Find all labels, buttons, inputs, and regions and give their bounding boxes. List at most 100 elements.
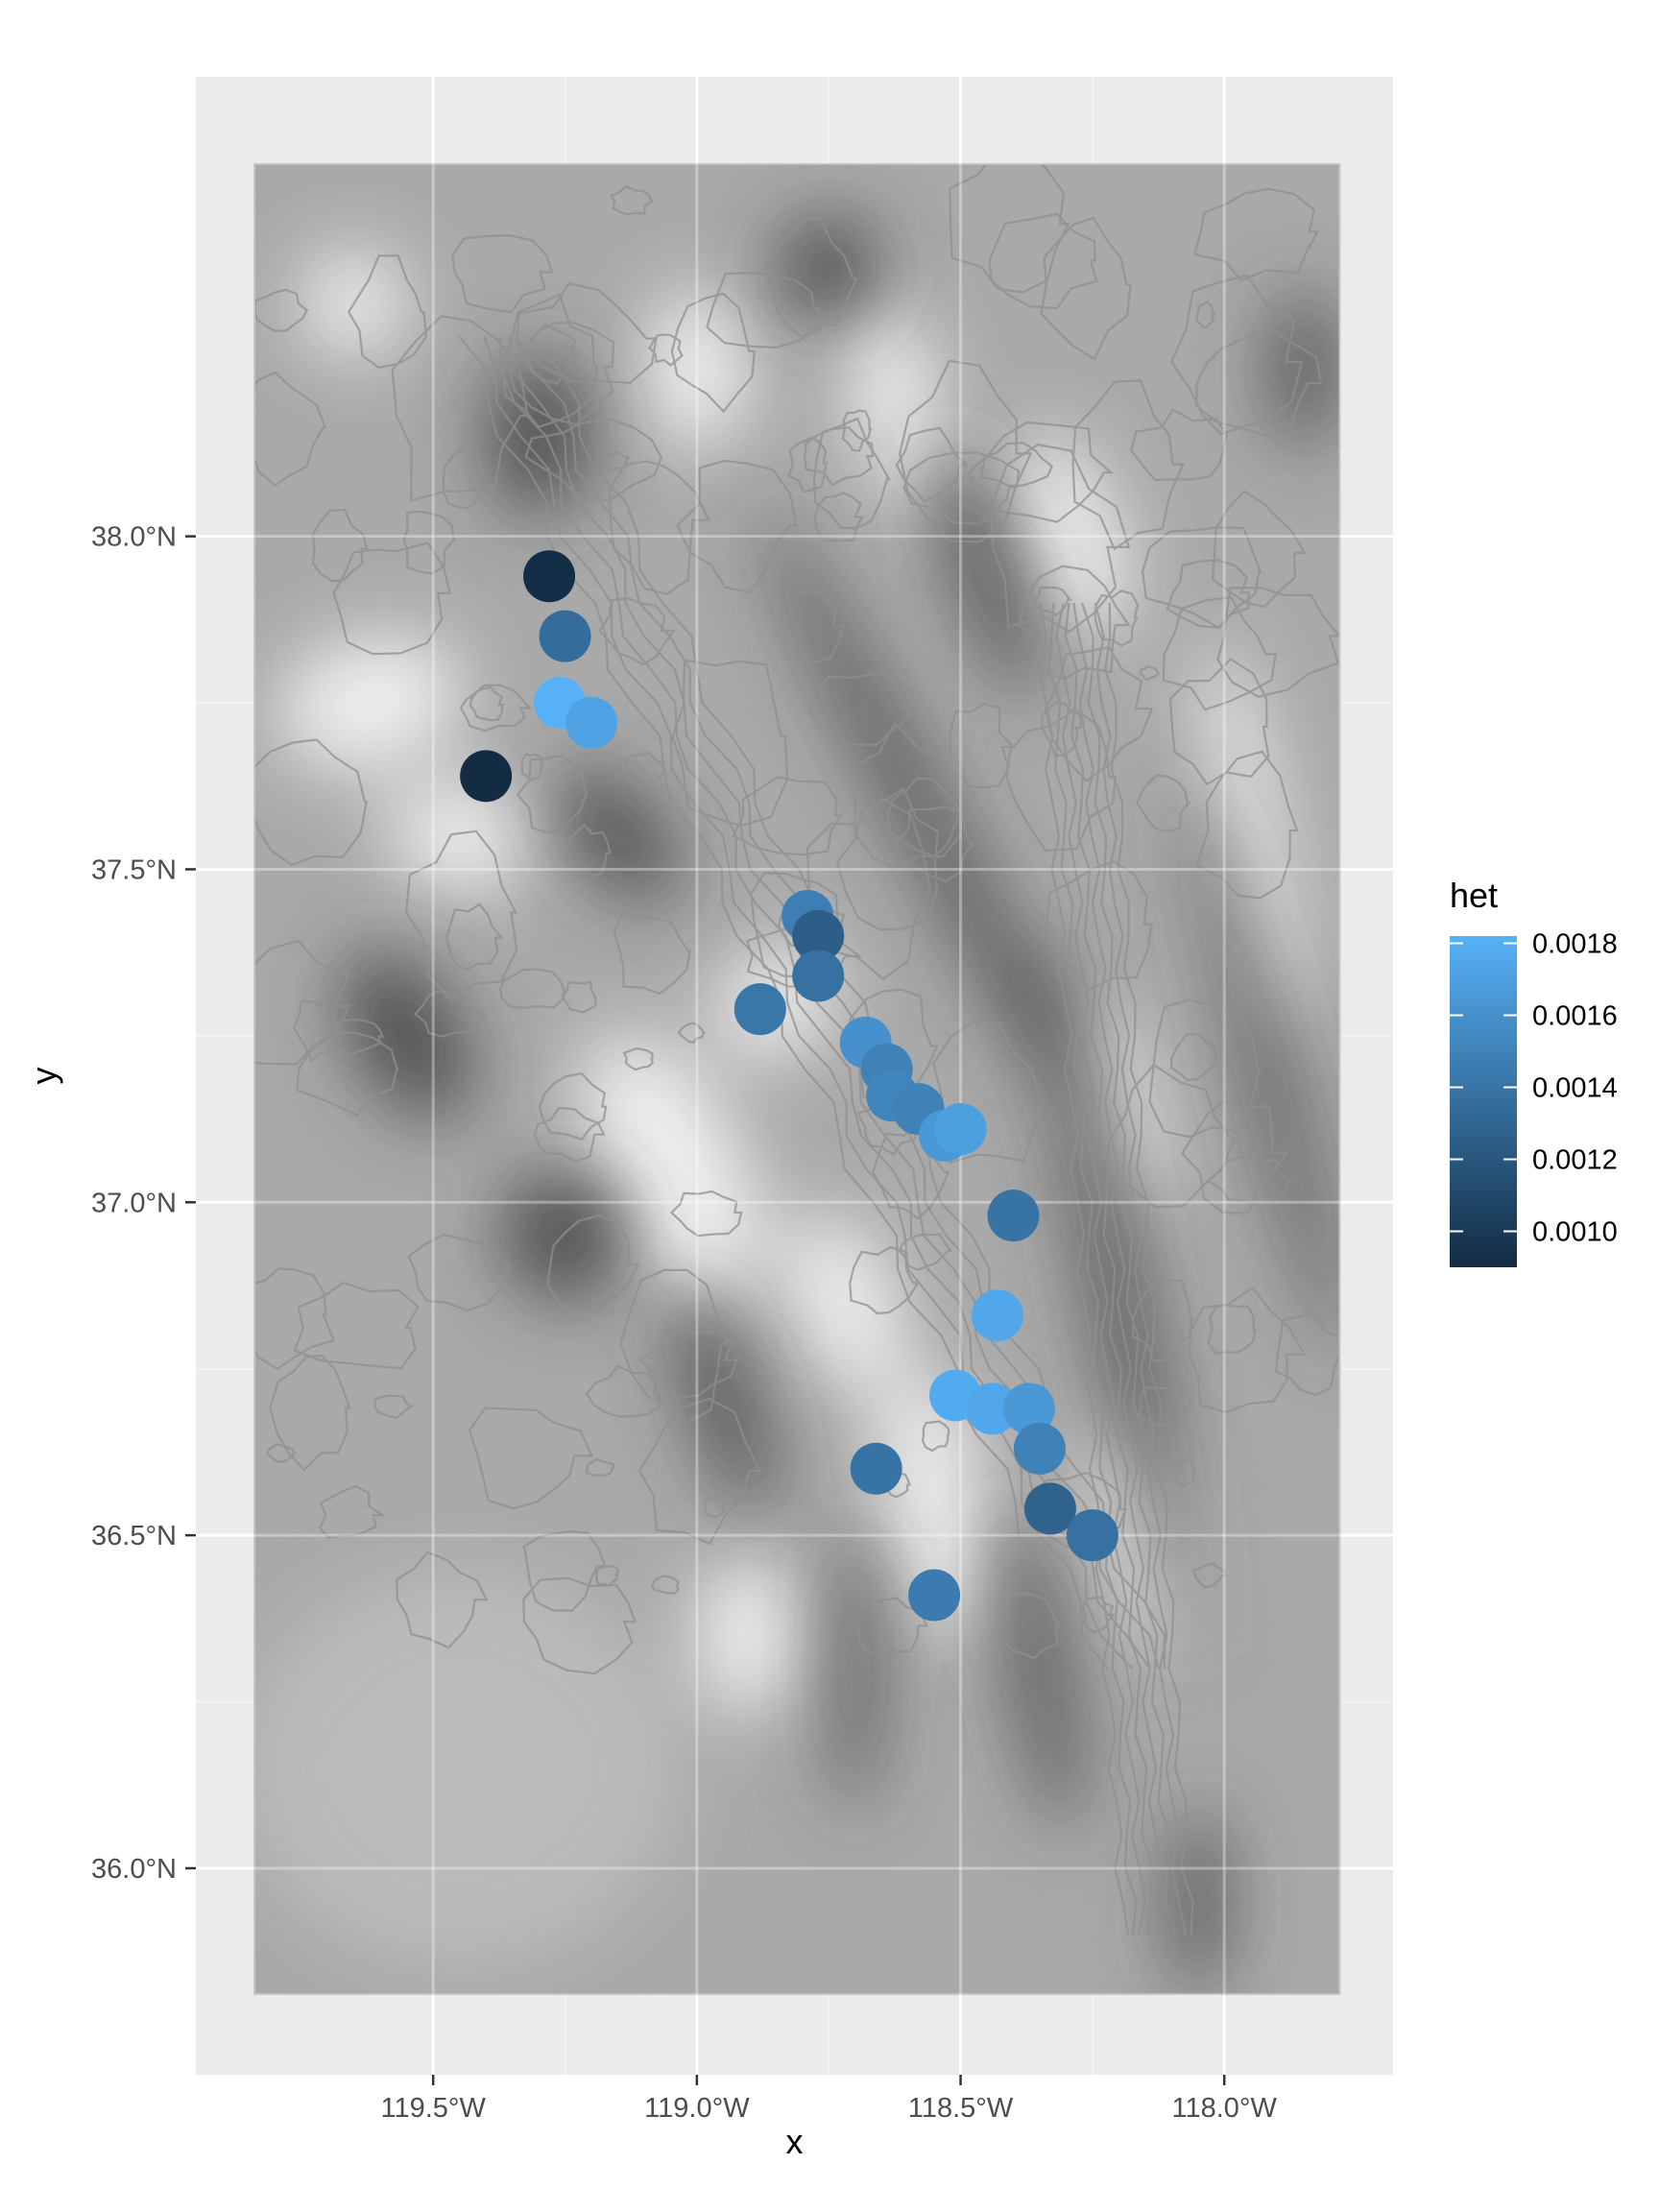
terrain-patch [1186,779,1341,1359]
terrain-patch [557,769,679,903]
contour-line [396,1551,489,1649]
contour-line [1173,1455,1197,1488]
legend-title: het [1450,876,1498,915]
data-point [987,1190,1040,1242]
contour-line [402,510,457,575]
contour-line [932,1020,1047,1165]
contour-line [1072,602,1164,1936]
contour-line [1005,708,1118,853]
contour-line [407,1233,513,1312]
contour-line [1162,595,1277,711]
y-tick-label: 36.5°N [91,1521,177,1551]
contour-line [1105,1063,1236,1209]
contour-line [902,451,1021,526]
data-point [971,1289,1023,1342]
contour-line [706,271,823,349]
terrain-dark-ridges [341,216,1341,1995]
contour-line [1130,408,1228,481]
data-point [539,610,591,662]
contour-line [292,998,337,1063]
contour-line [533,1106,606,1164]
contour-line [841,409,873,452]
contour-line [1055,602,1146,1936]
legend-label: 0.0012 [1532,1145,1618,1176]
contour-line [538,1072,608,1142]
contour-line [895,426,970,503]
contour-line [671,659,789,828]
x-tick-label: 119.0°W [644,2093,750,2124]
contour-line [442,449,485,510]
contour-line [1141,526,1262,630]
contour-line [373,1394,415,1419]
contour-line [253,738,369,867]
data-point [565,696,618,749]
contour-line [561,980,598,1014]
contour-line [585,1457,615,1477]
contour-line [997,1592,1062,1660]
contour-line [949,163,1070,294]
terrain-light-areas [253,250,1298,1968]
terrain-patch [500,1169,630,1302]
contour-line [886,776,966,858]
contour-line [732,776,844,856]
terrain-patch [696,1554,803,1716]
contour-line [767,217,858,339]
contour-line [1041,701,1083,757]
contour-line [1064,602,1155,1936]
contour-line [451,234,554,314]
contour-line [468,1407,594,1510]
contour-line [1207,1304,1257,1355]
data-point [733,983,786,1036]
contour-line [1216,587,1341,698]
terrain-patch [276,634,464,772]
contour-line [805,798,933,981]
contour-line [945,703,1016,789]
data-points [460,550,1118,1622]
contour-line [1139,665,1160,682]
y-tick-label: 38.0°N [91,522,177,553]
contour-line [676,459,798,594]
contour-line [599,450,630,470]
contour-line [807,672,920,746]
terrain-patch [877,1370,992,1634]
contour-line [1081,602,1178,1936]
contour-line [1192,1562,1228,1589]
contour-line [521,323,584,385]
y-axis-title: y [24,1068,63,1085]
contour-line [650,1575,680,1595]
terrain-patch [1038,944,1200,1661]
contour-line [318,1484,387,1539]
contour-line [269,1354,351,1472]
terrain-patch [1171,1808,1225,1995]
contour-line [622,1046,654,1071]
contour-line [1180,1099,1289,1214]
terrain-patch [833,1522,877,1815]
contour-line [988,212,1098,310]
legend-colorbar [1450,936,1517,1267]
contour-line [293,1281,420,1370]
contour-line [1038,602,1129,1936]
y-axis: 36.0°N 36.5°N 37.0°N 37.5°N 38.0°N [91,522,196,1885]
terrain-patch [776,216,882,324]
data-point [908,1569,961,1622]
contour-line [1094,602,1188,1936]
contour-line [391,315,530,502]
contour-line [522,1576,637,1675]
contour-line [1188,1286,1307,1414]
terrain-patch [672,1288,775,1516]
x-tick-label: 118.0°W [1172,2093,1278,2124]
contour-line [1137,1385,1194,1428]
terrain-patch [1204,638,1298,1033]
contour-line [1169,1033,1219,1082]
contour-line [979,442,1054,488]
contour-line [1136,774,1191,833]
x-tick-label: 118.5°W [908,2093,1014,2124]
contour-line [853,720,969,871]
contour-line [898,1233,953,1271]
legend-ticks: 0.0018 0.0016 0.0014 0.0012 0.0010 [1450,929,1618,1248]
contour-line [1104,602,1194,1936]
contour-line [1148,998,1262,1139]
contour-line [516,281,658,385]
terrain-patch [341,950,472,1121]
contour-line [1274,1310,1341,1397]
